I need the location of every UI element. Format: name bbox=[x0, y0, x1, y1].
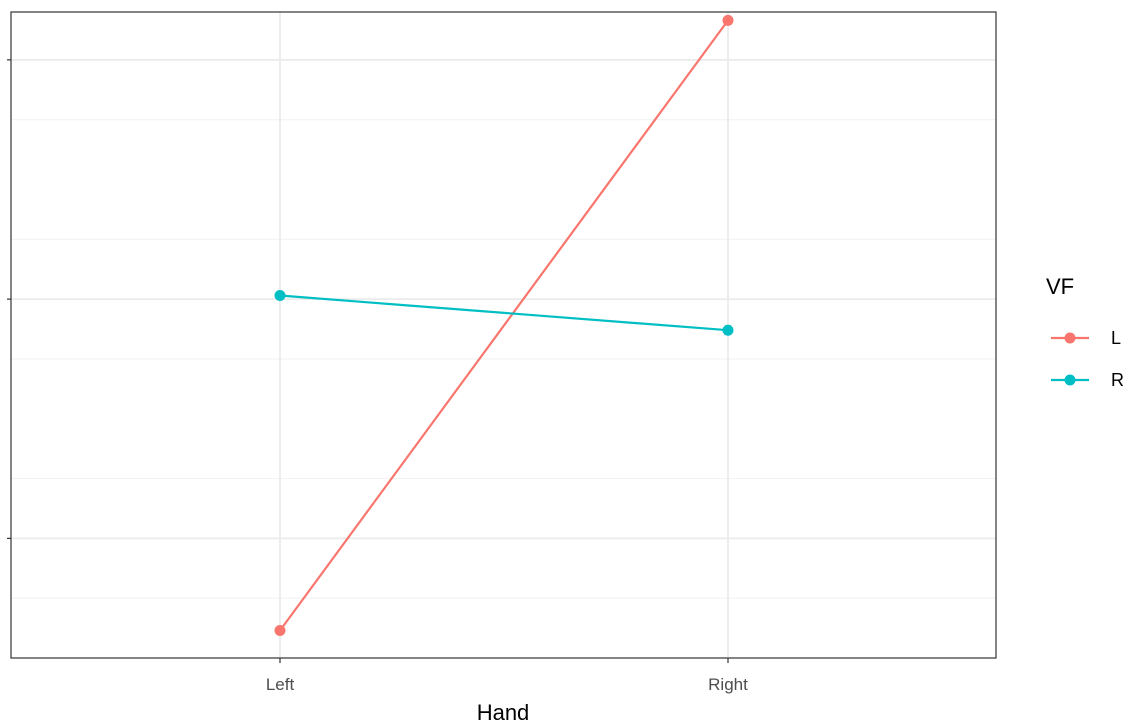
legend-title: VF bbox=[1046, 274, 1074, 299]
x-tick-label: Left bbox=[266, 675, 295, 694]
legend-entries: LR bbox=[1051, 328, 1124, 390]
data-point-R bbox=[274, 290, 286, 302]
plot-border bbox=[10, 11, 997, 659]
plot-background bbox=[11, 12, 996, 658]
x-tick-labels: Left Right bbox=[266, 675, 748, 694]
grid-major bbox=[11, 12, 996, 658]
legend-item-R: R bbox=[1051, 370, 1124, 390]
grid-minor bbox=[11, 119, 996, 599]
data-point-L bbox=[274, 624, 286, 636]
legend: VF LR bbox=[1046, 274, 1124, 390]
series-layer bbox=[274, 14, 734, 636]
series-line-L bbox=[279, 19, 729, 632]
data-point-R bbox=[722, 324, 734, 336]
data-point-L bbox=[722, 14, 734, 26]
series-line-R bbox=[279, 294, 729, 332]
legend-key-point bbox=[1064, 374, 1076, 386]
legend-item-L: L bbox=[1051, 328, 1121, 348]
x-axis-title: Hand bbox=[477, 700, 530, 724]
x-tick-label: Right bbox=[708, 675, 748, 694]
axis-ticks bbox=[7, 59, 729, 663]
legend-label: R bbox=[1111, 370, 1124, 390]
legend-label: L bbox=[1111, 328, 1121, 348]
legend-key-point bbox=[1064, 332, 1076, 344]
